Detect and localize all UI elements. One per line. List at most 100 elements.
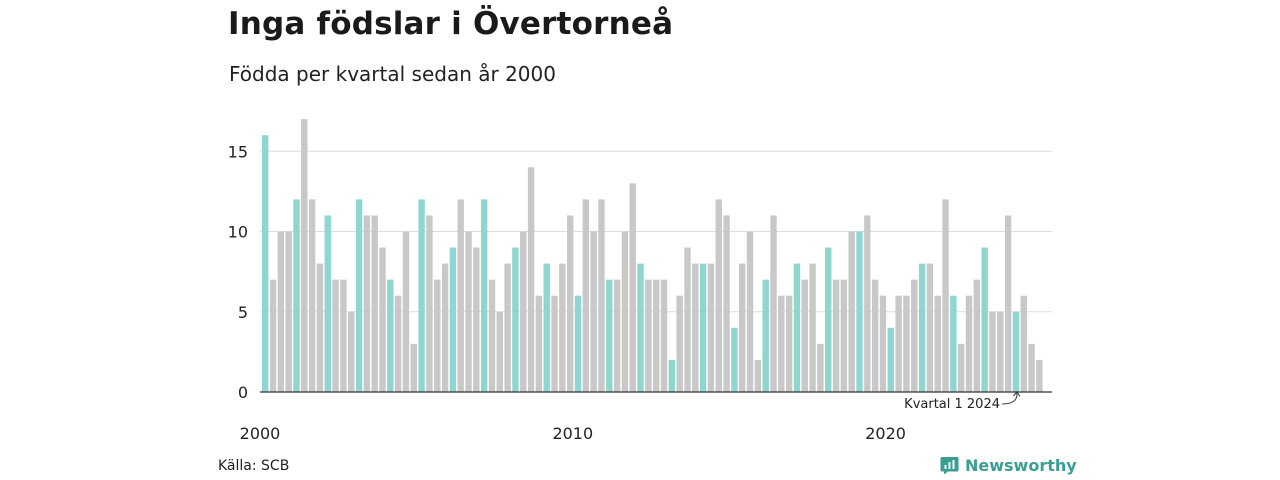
bar bbox=[606, 279, 613, 392]
bar bbox=[926, 263, 934, 392]
bar bbox=[269, 279, 277, 392]
x-tick-label: 2000 bbox=[240, 424, 281, 443]
bar bbox=[911, 279, 918, 392]
bar bbox=[480, 199, 488, 392]
bar bbox=[371, 215, 378, 392]
bar bbox=[394, 295, 402, 392]
bar bbox=[301, 119, 308, 393]
bar bbox=[488, 279, 496, 392]
bar bbox=[957, 343, 965, 392]
bar bbox=[903, 295, 910, 392]
bar bbox=[426, 215, 433, 392]
bar bbox=[707, 263, 715, 392]
bar bbox=[864, 215, 871, 392]
bar bbox=[981, 247, 988, 392]
bar bbox=[574, 295, 582, 392]
bar bbox=[332, 279, 339, 392]
chart-subtitle: Födda per kvartal sedan år 2000 bbox=[229, 62, 556, 86]
bar bbox=[566, 215, 574, 392]
bar bbox=[520, 231, 527, 392]
bar bbox=[363, 215, 371, 392]
brand-logo[interactable]: Newsworthy bbox=[940, 456, 1077, 475]
bar bbox=[848, 231, 855, 392]
bar bbox=[1036, 359, 1043, 392]
bar bbox=[762, 279, 769, 392]
bar bbox=[825, 247, 832, 392]
bar bbox=[348, 311, 355, 392]
bar bbox=[778, 295, 785, 392]
bar bbox=[950, 295, 957, 392]
bar bbox=[871, 279, 879, 392]
bar bbox=[699, 263, 707, 392]
bar bbox=[934, 295, 941, 392]
bar bbox=[543, 263, 550, 392]
bar bbox=[645, 279, 652, 392]
bar bbox=[785, 295, 793, 392]
bar bbox=[582, 199, 590, 392]
annotation-label: Kvartal 1 2024 bbox=[904, 397, 1000, 412]
bar bbox=[895, 295, 902, 392]
bars bbox=[262, 119, 1043, 393]
bar bbox=[418, 199, 425, 392]
bar bbox=[692, 263, 699, 392]
bar bbox=[1004, 215, 1012, 392]
bar bbox=[504, 263, 511, 392]
bar bbox=[340, 279, 347, 392]
bar bbox=[1028, 343, 1035, 392]
bar bbox=[496, 311, 503, 392]
bar bbox=[942, 199, 949, 392]
bar bbox=[434, 279, 441, 392]
bar bbox=[559, 263, 566, 392]
bar bbox=[512, 247, 519, 392]
bar bbox=[832, 279, 840, 392]
bar bbox=[410, 343, 417, 392]
annotation-arrow bbox=[1001, 392, 1018, 405]
bar bbox=[739, 263, 746, 392]
bar bbox=[887, 327, 894, 392]
bar bbox=[684, 247, 691, 392]
brand-name: Newsworthy bbox=[965, 456, 1077, 475]
bar bbox=[676, 295, 683, 392]
bar bbox=[723, 215, 730, 392]
bar bbox=[402, 231, 410, 392]
bar bbox=[637, 263, 644, 392]
annotation: Kvartal 1 2024 bbox=[904, 391, 1021, 412]
bar bbox=[473, 247, 480, 392]
bar bbox=[770, 215, 777, 392]
bar bbox=[285, 231, 292, 392]
x-tick-label: 2020 bbox=[865, 424, 906, 443]
bar bbox=[817, 343, 824, 392]
bar bbox=[535, 295, 543, 392]
bar bbox=[598, 199, 605, 392]
bar bbox=[840, 279, 848, 392]
bar bbox=[355, 199, 363, 392]
bar bbox=[731, 327, 738, 392]
y-tick-label: 15 bbox=[228, 142, 248, 161]
bar bbox=[793, 263, 801, 392]
annotation-arrowhead bbox=[1013, 391, 1021, 397]
bar bbox=[918, 263, 926, 392]
y-tick-label: 5 bbox=[238, 303, 248, 322]
y-tick-label: 10 bbox=[228, 223, 248, 242]
bar bbox=[324, 215, 331, 392]
bar bbox=[316, 263, 324, 392]
bar bbox=[715, 199, 722, 392]
bar bbox=[746, 231, 754, 392]
bar bbox=[277, 231, 285, 392]
bar bbox=[629, 183, 636, 392]
newsworthy-logo-icon bbox=[940, 457, 959, 475]
bar bbox=[809, 263, 816, 392]
source-note: Källa: SCB bbox=[218, 458, 290, 474]
bar bbox=[653, 279, 660, 392]
bar bbox=[590, 231, 597, 392]
y-tick-label: 0 bbox=[238, 383, 248, 402]
bar bbox=[441, 263, 449, 392]
bar bbox=[879, 295, 887, 392]
bar bbox=[293, 199, 300, 392]
bar bbox=[801, 279, 808, 392]
bar bbox=[754, 359, 762, 392]
bar bbox=[973, 279, 981, 392]
bar bbox=[387, 279, 394, 392]
x-tick-label: 2010 bbox=[552, 424, 593, 443]
bar bbox=[1020, 295, 1027, 392]
